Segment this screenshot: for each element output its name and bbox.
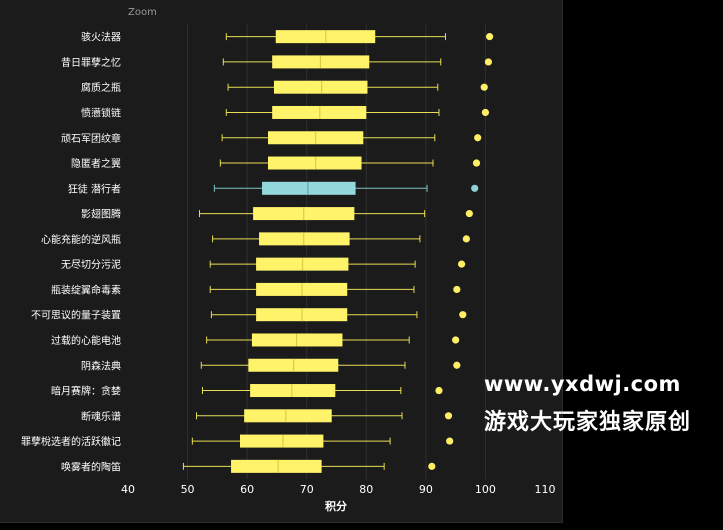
- box-item[interactable]: [201, 384, 402, 398]
- point-marker[interactable]: [465, 209, 473, 218]
- x-axis-label: 积分: [325, 499, 347, 513]
- point-layer: [428, 33, 494, 470]
- box-item[interactable]: [200, 358, 406, 372]
- box-layer: [182, 30, 447, 473]
- zoom-label[interactable]: Zoom: [128, 7, 157, 18]
- box-item[interactable]: [182, 459, 385, 473]
- point-marker[interactable]: [481, 108, 490, 117]
- box-item[interactable]: [219, 156, 434, 170]
- point-marker[interactable]: [435, 386, 443, 395]
- box-item[interactable]: [209, 282, 415, 296]
- point-marker[interactable]: [472, 159, 481, 167]
- box-item[interactable]: [221, 131, 436, 145]
- category-label: 昔日罪孽之忆: [61, 56, 121, 69]
- box-item[interactable]: [198, 207, 426, 221]
- box-item[interactable]: [227, 80, 439, 94]
- point-marker[interactable]: [452, 336, 460, 344]
- point-marker[interactable]: [474, 134, 482, 142]
- category-label: 不可思议的量子装置: [31, 309, 121, 322]
- grid-lines: [187, 24, 486, 479]
- box-item[interactable]: [209, 257, 416, 271]
- category-label: 腐质之瓶: [81, 81, 121, 94]
- point-marker[interactable]: [459, 311, 467, 319]
- category-label: 罪孽梲选者的活跃徽记: [21, 435, 121, 448]
- box-item[interactable]: [225, 105, 440, 119]
- point-marker[interactable]: [480, 83, 488, 91]
- point-marker[interactable]: [444, 412, 453, 420]
- category-label: 阴森法典: [81, 359, 121, 372]
- box-item[interactable]: [206, 333, 410, 347]
- x-tick-label: 90: [419, 483, 433, 496]
- category-label: 影翅图腾: [81, 208, 121, 221]
- box-item[interactable]: [212, 232, 421, 246]
- category-label: 无尽切分污泥: [61, 258, 121, 271]
- x-tick-label: 70: [300, 483, 314, 496]
- category-label: 断魂乐谱: [81, 410, 121, 423]
- x-tick-label: 100: [475, 483, 496, 496]
- category-label: 心能充能的逆风瓶: [41, 233, 121, 246]
- category-label: 瓶装绽翼命毒素: [51, 283, 121, 296]
- watermark-caption: 游戏大玩家独家原创: [484, 410, 692, 435]
- box-item[interactable]: [222, 55, 442, 69]
- point-marker[interactable]: [453, 285, 461, 294]
- x-tick-label: 60: [240, 483, 254, 496]
- point-marker[interactable]: [446, 437, 454, 445]
- point-marker[interactable]: [458, 260, 466, 268]
- box-rect: [262, 181, 356, 195]
- x-tick-label: 80: [359, 483, 373, 496]
- box-rect: [231, 459, 322, 473]
- category-label: 顽石军团纹章: [61, 132, 121, 145]
- box-rect: [250, 384, 336, 398]
- x-tick-label: 50: [181, 483, 195, 496]
- point-marker[interactable]: [428, 462, 436, 470]
- category-label: 骇火法器: [81, 31, 121, 44]
- category-label: 唤雾者的陶笛: [61, 460, 121, 473]
- category-label: 狂徒 潜行者: [68, 182, 121, 195]
- box-rect: [273, 80, 368, 94]
- category-label: 暗月赛牌：贪婪: [51, 385, 121, 398]
- box-item[interactable]: [196, 409, 403, 423]
- x-tick-label: 40: [121, 483, 135, 496]
- category-label: 隐匿者之翼: [71, 157, 121, 170]
- point-marker[interactable]: [471, 184, 479, 192]
- category-label: 过载的心能电池: [51, 334, 121, 347]
- category-label: 愤懑锁链: [81, 106, 121, 119]
- box-item[interactable]: [210, 308, 418, 322]
- point-marker[interactable]: [462, 235, 470, 243]
- box-item[interactable]: [191, 434, 391, 448]
- x-axis-ticks: 40 50 60 70 80 90 100 110: [121, 483, 556, 496]
- watermark-url: www.yxdwj.com: [484, 372, 681, 396]
- box-item[interactable]: [225, 30, 447, 44]
- point-marker[interactable]: [485, 33, 494, 41]
- point-marker[interactable]: [453, 361, 461, 369]
- box-rect: [267, 156, 362, 170]
- x-tick-label: 110: [535, 483, 556, 496]
- box-rect: [239, 434, 324, 448]
- box-rect: [244, 409, 332, 423]
- point-marker[interactable]: [484, 58, 493, 66]
- box-item[interactable]: [213, 181, 428, 195]
- chart-panel: Zoom 骇火法器昔日罪孽之忆腐质之瓶愤懑锁链顽石军团纹章隐匿者之翼狂徒 潜行者…: [0, 0, 563, 523]
